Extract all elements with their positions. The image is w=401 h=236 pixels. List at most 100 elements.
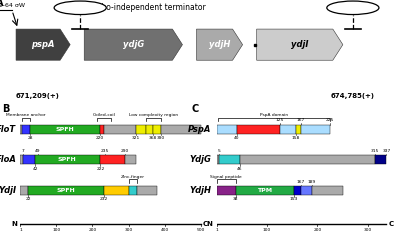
Text: 28: 28 — [27, 136, 33, 140]
Bar — [294, 186, 301, 195]
Text: 321: 321 — [132, 136, 140, 140]
Text: YdjG: YdjG — [190, 155, 211, 164]
Bar — [217, 125, 237, 134]
Text: 674,785(+): 674,785(+) — [331, 93, 375, 99]
Text: 100: 100 — [52, 228, 60, 232]
Bar — [99, 125, 104, 134]
Bar — [136, 125, 146, 134]
Text: SPFH: SPFH — [58, 157, 77, 162]
Bar — [125, 155, 136, 164]
FancyArrow shape — [196, 29, 243, 60]
Text: 400: 400 — [160, 228, 169, 232]
Text: 1: 1 — [216, 228, 219, 232]
Text: 167: 167 — [297, 118, 305, 122]
Bar — [20, 155, 22, 164]
Text: Rho-independent terminator: Rho-independent terminator — [96, 3, 206, 12]
Text: 1: 1 — [19, 228, 22, 232]
Text: Membrane anchor: Membrane anchor — [6, 113, 46, 117]
Bar — [100, 155, 125, 164]
Text: PspA: PspA — [188, 125, 211, 134]
Bar — [35, 155, 100, 164]
Text: 220: 220 — [95, 136, 104, 140]
Text: 49: 49 — [35, 149, 41, 153]
FancyArrow shape — [257, 29, 343, 60]
Bar — [22, 125, 30, 134]
Text: SPFH: SPFH — [57, 188, 75, 193]
Text: C: C — [191, 104, 198, 114]
Text: N: N — [11, 221, 17, 227]
Text: SPFH: SPFH — [55, 126, 74, 131]
Bar — [129, 186, 136, 195]
Text: pspA: pspA — [31, 40, 55, 49]
Text: Low complexity region: Low complexity region — [129, 113, 178, 117]
Text: FloA: FloA — [0, 155, 16, 164]
Text: 337: 337 — [382, 149, 391, 153]
Text: 300: 300 — [124, 228, 133, 232]
Bar — [217, 186, 236, 195]
Bar — [104, 186, 129, 195]
Text: 22: 22 — [25, 197, 31, 201]
Text: 500: 500 — [197, 228, 205, 232]
Text: 225: 225 — [326, 118, 334, 122]
Text: 200: 200 — [88, 228, 97, 232]
Bar — [30, 125, 99, 134]
Bar — [20, 125, 22, 134]
Text: 300: 300 — [364, 228, 372, 232]
Text: 158: 158 — [292, 136, 300, 140]
Text: 46: 46 — [237, 167, 243, 171]
Text: 189: 189 — [308, 180, 316, 184]
Text: C: C — [203, 221, 208, 227]
Text: 390: 390 — [157, 136, 165, 140]
Text: YdjI: YdjI — [0, 186, 16, 195]
Bar — [161, 125, 201, 134]
Circle shape — [327, 1, 379, 15]
Bar — [146, 125, 153, 134]
Text: 153: 153 — [290, 197, 298, 201]
Bar — [217, 155, 219, 164]
Text: PspA domain: PspA domain — [260, 113, 288, 117]
Bar — [219, 155, 240, 164]
Circle shape — [54, 1, 106, 15]
Bar — [240, 155, 375, 164]
Text: 290: 290 — [121, 149, 129, 153]
Bar — [28, 186, 104, 195]
Bar — [375, 155, 387, 164]
Text: 5: 5 — [218, 149, 221, 153]
Text: 7: 7 — [21, 149, 24, 153]
Text: ydjH: ydjH — [209, 40, 230, 49]
Text: Coiled-coil: Coiled-coil — [93, 113, 115, 117]
Text: 671,209(+): 671,209(+) — [16, 93, 60, 99]
Text: 125: 125 — [275, 118, 284, 122]
FancyArrow shape — [84, 29, 182, 60]
Text: 40: 40 — [234, 136, 239, 140]
Text: ydjG: ydjG — [123, 40, 144, 49]
Text: 38: 38 — [233, 197, 239, 201]
Text: TPM: TPM — [257, 188, 272, 193]
Bar — [236, 186, 294, 195]
Text: N: N — [207, 221, 213, 227]
Text: A: A — [0, 0, 4, 8]
Text: C: C — [389, 221, 394, 227]
Bar — [136, 186, 158, 195]
Bar — [104, 125, 136, 134]
Bar — [301, 186, 312, 195]
Bar — [312, 186, 342, 195]
Text: ydjI: ydjI — [291, 40, 308, 49]
Bar — [20, 186, 28, 195]
Text: 222: 222 — [96, 167, 105, 171]
Text: Signal peptide: Signal peptide — [211, 175, 242, 179]
Text: B: B — [2, 104, 9, 114]
Bar — [301, 125, 330, 134]
Text: 235: 235 — [101, 149, 109, 153]
Text: 42: 42 — [32, 167, 38, 171]
FancyArrow shape — [16, 29, 70, 60]
Text: Zinc-finger: Zinc-finger — [121, 175, 144, 179]
Text: 368: 368 — [149, 136, 157, 140]
Text: FloT: FloT — [0, 125, 16, 134]
Bar — [22, 155, 35, 164]
Text: YdjH: YdjH — [190, 186, 211, 195]
Bar — [279, 125, 296, 134]
Text: 100: 100 — [263, 228, 271, 232]
Bar — [237, 125, 279, 134]
Text: 232: 232 — [100, 197, 108, 201]
